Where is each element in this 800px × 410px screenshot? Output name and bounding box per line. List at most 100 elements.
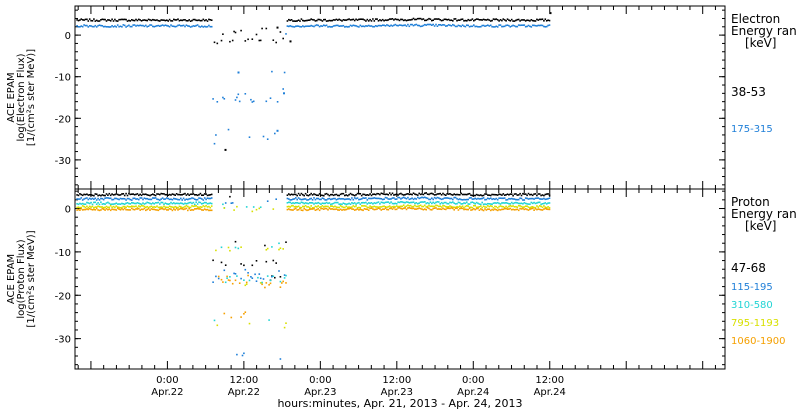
data-point [454, 193, 457, 196]
data-point [522, 199, 524, 201]
data-point [304, 204, 307, 207]
data-point [372, 18, 374, 20]
data-point [118, 198, 120, 201]
data-point [432, 201, 434, 204]
data-point [237, 71, 240, 74]
data-point [220, 39, 223, 42]
data-point [209, 19, 212, 21]
data-point [102, 198, 105, 201]
data-point [188, 25, 190, 27]
data-point [348, 202, 350, 205]
data-point [244, 93, 247, 95]
data-point [208, 197, 210, 200]
data-point [367, 209, 370, 211]
data-point [310, 18, 312, 20]
data-point [395, 18, 398, 21]
data-point [461, 203, 464, 205]
data-point [118, 194, 120, 196]
data-point [128, 197, 130, 200]
data-point [279, 276, 282, 278]
data-point [401, 193, 404, 196]
data-point [328, 207, 331, 210]
data-point [474, 202, 476, 205]
data-point [316, 202, 318, 205]
data-point [285, 241, 287, 243]
data-point [365, 197, 367, 199]
data-point [88, 205, 91, 208]
data-point [341, 209, 343, 211]
data-point [352, 208, 355, 210]
data-point [175, 25, 178, 28]
data-point [431, 19, 433, 22]
data-point [366, 206, 369, 209]
data-point [324, 193, 326, 195]
data-point [489, 197, 492, 199]
data-point [540, 209, 542, 211]
data-point [484, 25, 486, 27]
data-point [170, 206, 172, 208]
data-point [318, 25, 321, 28]
data-point [129, 203, 132, 205]
data-point [467, 24, 469, 27]
data-point [215, 249, 217, 252]
data-point [146, 197, 148, 200]
data-point [407, 23, 409, 26]
data-point [489, 205, 492, 207]
data-point [265, 249, 268, 251]
data-point [125, 18, 127, 21]
data-point [174, 25, 176, 28]
data-point [324, 207, 326, 210]
data-point [240, 246, 242, 248]
data-point [195, 194, 197, 196]
data-point [405, 197, 408, 200]
data-point [95, 193, 98, 195]
data-point [445, 197, 447, 199]
data-point [168, 203, 171, 205]
data-point [530, 19, 533, 21]
data-point [383, 198, 385, 200]
data-point [436, 25, 439, 27]
data-point [530, 26, 533, 28]
data-point [491, 205, 493, 208]
data-point [527, 192, 530, 195]
data-point [412, 205, 415, 208]
data-point [195, 19, 197, 22]
data-point [393, 197, 395, 199]
data-point [135, 18, 137, 21]
data-point [517, 198, 520, 201]
data-point [325, 205, 328, 208]
data-point [388, 205, 391, 207]
data-point [317, 194, 319, 197]
data-point [520, 19, 523, 21]
data-point [184, 199, 186, 201]
data-point [128, 202, 130, 205]
data-point [496, 207, 499, 209]
data-point [262, 135, 265, 138]
data-point [309, 202, 311, 204]
data-point [446, 25, 448, 27]
data-point [394, 208, 397, 211]
data-point [471, 198, 474, 200]
data-point [398, 19, 401, 22]
data-point [114, 25, 116, 27]
data-point [122, 208, 125, 211]
data-point [142, 198, 144, 201]
data-point [409, 207, 412, 209]
data-point [286, 197, 289, 200]
data-point [121, 208, 123, 210]
data-point [529, 203, 531, 205]
data-point [189, 209, 192, 211]
data-point [154, 202, 157, 204]
data-point [264, 286, 266, 289]
data-point [104, 197, 106, 199]
data-point [523, 19, 526, 21]
data-point [390, 207, 392, 210]
data-point [411, 197, 413, 199]
data-point [295, 207, 297, 210]
data-point [171, 193, 174, 195]
data-point [276, 26, 279, 29]
data-point [84, 206, 87, 209]
data-point [510, 18, 513, 21]
data-point [184, 25, 186, 28]
